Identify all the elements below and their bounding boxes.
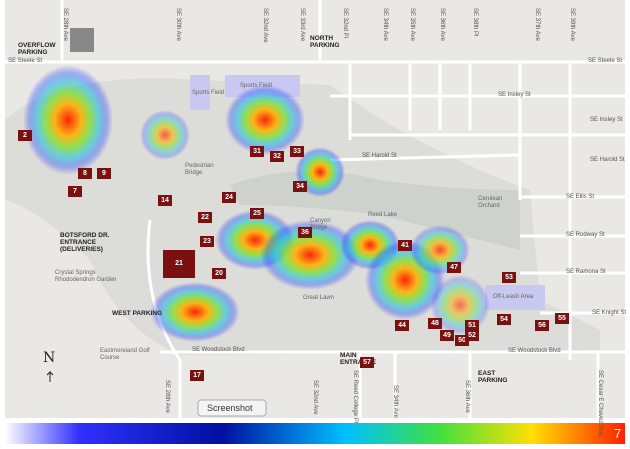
building-marker: 22: [198, 212, 212, 223]
place-label: Crystal Springs Rhododendron Garden: [55, 270, 117, 283]
sports-field: [190, 75, 210, 110]
street-label: SE Harold St: [362, 153, 397, 159]
street-label: SE Cesar E Chavez Blvd: [597, 370, 603, 437]
street-label: SE Insley St: [498, 92, 531, 98]
building-marker: 55: [555, 313, 569, 324]
building-marker: 49: [440, 330, 454, 341]
building-marker: 24: [222, 192, 236, 203]
street-label: SE 32nd Ave: [312, 380, 318, 415]
building-marker: 9: [97, 168, 111, 179]
building-marker: 32: [270, 151, 284, 162]
street-label: SE Steele St: [588, 58, 623, 64]
building-marker: 52: [465, 330, 479, 341]
building-marker: 17: [190, 370, 204, 381]
place-label: Off-Leash Area: [493, 294, 534, 300]
street-label: SE 32nd Ave: [262, 8, 268, 43]
entrance-label: EAST PARKING: [478, 370, 508, 384]
legend-max-label: 7: [614, 426, 622, 441]
street-label: SE 38th Pl: [472, 8, 478, 37]
street-label: SE Insley St: [590, 117, 623, 123]
off-leash-area: [485, 285, 545, 310]
street-label: SE Knight St: [592, 310, 627, 316]
building-marker: 44: [395, 320, 409, 331]
building-marker: 57: [360, 357, 374, 368]
street-label: SE 34th Ave: [382, 8, 388, 41]
entrance-label: MAIN ENTRANCE: [340, 352, 377, 366]
street-label: SE 28th Ave: [62, 8, 68, 41]
building-marker: 34: [293, 181, 307, 192]
screenshot-button[interactable]: Screenshot: [207, 403, 253, 413]
entrance-label: WEST PARKING: [112, 310, 163, 317]
street-label: SE 30th Ave: [175, 8, 181, 41]
building-marker: 41: [398, 240, 412, 251]
entrance-label: OVERFLOW PARKING: [18, 42, 56, 56]
building-marker: 8: [78, 168, 92, 179]
place-label: Sports Field: [240, 83, 273, 89]
street-label: SE Ellis St: [566, 194, 595, 200]
building-marker: 7: [68, 186, 82, 197]
building-marker: 50: [455, 335, 469, 346]
street-label: SE 37th Ave: [534, 8, 540, 41]
street-label: SE 35th Ave: [409, 8, 415, 41]
building-marker: 48: [428, 318, 442, 329]
street-label: SE Steele St: [8, 58, 43, 64]
entrance-label: BOTSFORD DR. ENTRANCE (DELIVERIES): [60, 232, 110, 253]
street-label: SE 36th Ave: [464, 380, 470, 413]
legend-color-bar: [5, 423, 625, 444]
street-label: SE Woodstock Blvd: [508, 348, 561, 354]
building-marker: 54: [497, 314, 511, 325]
building-marker: 21: [163, 250, 195, 278]
building-marker: 2: [18, 130, 32, 141]
compass-label: N: [43, 350, 56, 366]
overflow-lot: [70, 28, 94, 52]
building-marker: 25: [250, 208, 264, 219]
street-label: SE Harold St: [590, 157, 625, 163]
street-label: SE 28th Ave: [164, 380, 170, 413]
building-marker: 51: [465, 320, 479, 331]
place-label: Cerulean Orchard: [478, 196, 503, 209]
street-label: SE 39th Ave: [569, 8, 575, 41]
street-label: SE Ramona St: [566, 269, 606, 275]
place-label: Sports Field: [192, 90, 225, 96]
street-label: SE Reed College Pl: [352, 370, 358, 424]
building-marker: 53: [502, 272, 516, 283]
place-label: Pedestrian Bridge: [185, 163, 214, 176]
heatmap: [23, 65, 490, 342]
place-label: Reed Lake: [368, 212, 398, 218]
street-label: SE Rodway St: [566, 232, 605, 238]
street-label: SE 36th Ave: [439, 8, 445, 41]
building-marker: 23: [200, 236, 214, 247]
street-label: SE 34th Ave: [392, 385, 398, 418]
place-label: Canyon Bridge: [310, 218, 331, 231]
streets: [5, 0, 625, 418]
building-marker: 31: [250, 146, 264, 157]
place-label: Great Lawn: [303, 295, 335, 301]
building-marker: 20: [212, 268, 226, 279]
building-marker: 56: [535, 320, 549, 331]
building-marker: 36: [298, 227, 312, 238]
north-arrow: [46, 370, 54, 382]
street-label: SE Woodstock Blvd: [192, 347, 245, 353]
building-marker: 33: [290, 146, 304, 157]
street-label: SE 32nd Pl: [342, 8, 348, 39]
street-label: SE 33rd Ave: [299, 8, 305, 42]
building-marker: 47: [447, 262, 461, 273]
screenshot-button-frame: [197, 399, 267, 417]
entrance-label: NORTH PARKING: [310, 35, 340, 49]
place-label: Eastmoreland Golf Course: [100, 348, 150, 361]
building-marker: 14: [158, 195, 172, 206]
